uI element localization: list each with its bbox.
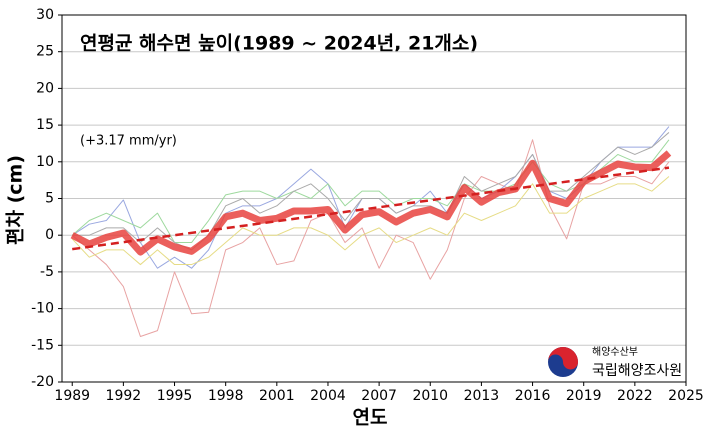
annotation: (+3.17 mm/yr) [80, 134, 177, 149]
y-tick-label: -20 [31, 374, 54, 390]
x-tick-label: 2007 [361, 388, 397, 404]
station-line [71, 139, 670, 244]
y-tick-label: 5 [45, 191, 54, 207]
plot-frame [61, 14, 687, 383]
logo: 해양수산부 국립해양조사원 [548, 345, 682, 379]
y-tick-label: -15 [31, 337, 54, 353]
y-tick-label: 30 [36, 7, 54, 23]
x-tick-label: 2025 [668, 388, 704, 404]
x-tick-label: 2001 [259, 388, 295, 404]
y-tick-label: -10 [31, 301, 54, 317]
x-tick-label: 2010 [412, 388, 448, 404]
x-tick-label: 1995 [157, 388, 193, 404]
plot-area [62, 14, 686, 383]
station-line [71, 139, 670, 337]
station-line [71, 176, 670, 266]
y-tick-label: -5 [40, 264, 54, 280]
x-tick-label: 1992 [106, 388, 142, 404]
logo-ministry: 해양수산부 [592, 345, 638, 358]
trend-line [72, 166, 670, 251]
logo-agency: 국립해양조사원 [592, 363, 682, 379]
y-tick-label: 15 [36, 117, 54, 133]
mean-line [70, 150, 672, 256]
y-axis-label: 편차 (cm) [5, 155, 27, 245]
y-tick-label: 25 [36, 44, 54, 60]
x-axis-label: 연도 [353, 407, 388, 429]
station-line [72, 132, 670, 251]
x-tick-label: 2019 [566, 388, 602, 404]
x-tick-label: 2004 [310, 388, 346, 404]
logo-red [548, 347, 578, 370]
x-tick-label: 1998 [208, 388, 244, 404]
y-tick-label: 20 [36, 80, 54, 96]
y-tick-label: 10 [36, 154, 54, 170]
chart-title: 연평균 해수면 높이(1989 ~ 2024년, 21개소) [80, 33, 478, 55]
x-tick-label: 2022 [617, 388, 653, 404]
x-tick-label: 1989 [54, 388, 90, 404]
x-tick-label: 2016 [515, 388, 551, 404]
y-tick-label: 0 [45, 227, 54, 243]
x-tick-label: 2013 [464, 388, 500, 404]
